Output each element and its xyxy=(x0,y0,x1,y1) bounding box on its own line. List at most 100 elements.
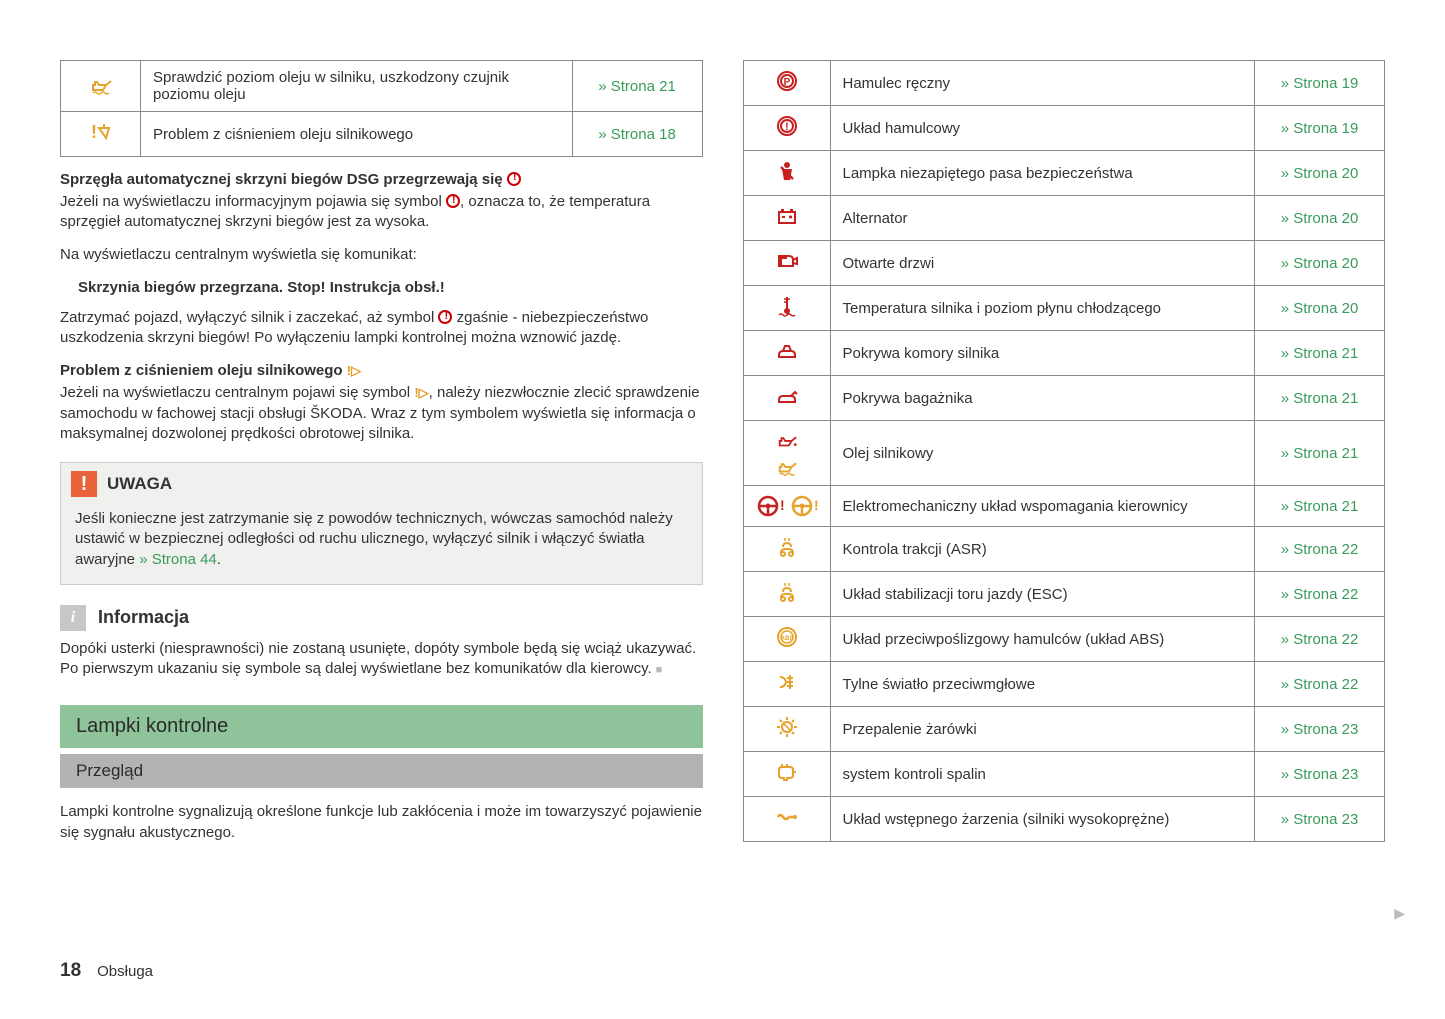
row-link[interactable]: Strona 20 xyxy=(1255,196,1385,241)
row-link[interactable]: Strona 19 xyxy=(1255,61,1385,106)
brake-system-icon xyxy=(743,106,830,151)
table-row: AlternatorStrona 20 xyxy=(743,196,1385,241)
battery-icon xyxy=(743,196,830,241)
warning-notice-body: Jeśli konieczne jest zatrzymanie się z p… xyxy=(61,505,702,584)
oil-level-icon xyxy=(61,61,141,112)
para-stop-vehicle: Zatrzymać pojazd, wyłączyć silnik i zacz… xyxy=(60,308,703,349)
row-desc: Układ hamulcowy xyxy=(830,106,1255,151)
end-marker-icon: ■ xyxy=(656,664,663,676)
oil-warning-icon: !▷ xyxy=(414,385,428,400)
info-header: i Informacja xyxy=(60,605,703,631)
row-link[interactable]: Strona 22 xyxy=(1255,617,1385,662)
row-link[interactable]: Strona 23 xyxy=(1255,797,1385,842)
row-desc: Elektromechaniczny układ wspomagania kie… xyxy=(830,486,1255,527)
row-desc: system kontroli spalin xyxy=(830,752,1255,797)
table-row: Elektromechaniczny układ wspomagania kie… xyxy=(743,486,1385,527)
coolant-temp-icon xyxy=(743,286,830,331)
traction-asr-icon xyxy=(743,527,830,572)
row-link[interactable]: Strona 21 xyxy=(1255,486,1385,527)
warning-circle-icon xyxy=(438,310,452,324)
table-row: Układ wstępnego żarzenia (silniki wysoko… xyxy=(743,797,1385,842)
row-desc: Pokrywa bagażnika xyxy=(830,376,1255,421)
page-link-44[interactable]: » Strona 44 xyxy=(139,551,217,568)
row-desc: Lampka niezapiętego pasa bezpieczeństwa xyxy=(830,151,1255,196)
parking-brake-icon xyxy=(743,61,830,106)
table-row: Sprawdzić poziom oleju w silniku, uszkod… xyxy=(61,61,703,112)
right-column: Hamulec ręcznyStrona 19Układ hamulcowySt… xyxy=(743,60,1386,930)
row-link[interactable]: Strona 21 xyxy=(1255,376,1385,421)
row-desc: Hamulec ręczny xyxy=(830,61,1255,106)
table-row: Układ stabilizacji toru jazdy (ESC)Stron… xyxy=(743,572,1385,617)
lampki-intro: Lampki kontrolne sygnalizują określone f… xyxy=(60,802,703,843)
dsg-body: Jeżeli na wyświetlaczu informacyjnym poj… xyxy=(60,192,703,233)
row-desc: Układ wstępnego żarzenia (silniki wysoko… xyxy=(830,797,1255,842)
left-column: Sprawdzić poziom oleju w silniku, uszkod… xyxy=(60,60,703,930)
section-bar-lampki: Lampki kontrolne xyxy=(60,705,703,748)
esc-icon xyxy=(743,572,830,617)
table-row: Otwarte drzwiStrona 20 xyxy=(743,241,1385,286)
footer-section: Obsługa xyxy=(97,963,153,980)
row-desc: Układ stabilizacji toru jazdy (ESC) xyxy=(830,572,1255,617)
info-label: Informacja xyxy=(98,607,189,628)
rear-fog-icon xyxy=(743,662,830,707)
row-desc: Olej silnikowy xyxy=(830,421,1255,486)
table-row: Tylne światło przeciwmgłoweStrona 22 xyxy=(743,662,1385,707)
subsection-bar-przeglad: Przegląd xyxy=(60,754,703,788)
row-link[interactable]: Strona 20 xyxy=(1255,241,1385,286)
row-link[interactable]: Strona 22 xyxy=(1255,527,1385,572)
row-desc: Pokrywa komory silnika xyxy=(830,331,1255,376)
table-row: system kontroli spalinStrona 23 xyxy=(743,752,1385,797)
table-row: Lampka niezapiętego pasa bezpieczeństwaS… xyxy=(743,151,1385,196)
uwaga-label: UWAGA xyxy=(107,474,172,494)
page-container: Sprawdzić poziom oleju w silniku, uszkod… xyxy=(60,60,1385,930)
row-link[interactable]: Strona 21 xyxy=(1255,331,1385,376)
row-desc: Alternator xyxy=(830,196,1255,241)
power-steering-dual-icon xyxy=(743,486,830,527)
emission-icon xyxy=(743,752,830,797)
row-link[interactable]: Strona 22 xyxy=(1255,572,1385,617)
boot-icon xyxy=(743,376,830,421)
row-link[interactable]: Strona 19 xyxy=(1255,106,1385,151)
gearbox-warning-text: Skrzynia biegów przegrzana. Stop! Instru… xyxy=(78,279,703,296)
oil-pressure-icon xyxy=(61,112,141,157)
row-link[interactable]: Strona 22 xyxy=(1255,662,1385,707)
table-row: Kontrola trakcji (ASR)Strona 22 xyxy=(743,527,1385,572)
row-desc: Kontrola trakcji (ASR) xyxy=(830,527,1255,572)
row-link[interactable]: Strona 23 xyxy=(1255,707,1385,752)
warning-notice-header: ! UWAGA xyxy=(61,463,702,505)
indicator-table: Hamulec ręcznyStrona 19Układ hamulcowySt… xyxy=(743,60,1386,842)
table-row: Pokrywa bagażnikaStrona 21 xyxy=(743,376,1385,421)
table-row: Hamulec ręcznyStrona 19 xyxy=(743,61,1385,106)
row-link[interactable]: Strona 23 xyxy=(1255,752,1385,797)
left-table: Sprawdzić poziom oleju w silniku, uszkod… xyxy=(60,60,703,157)
table-row: Temperatura silnika i poziom płynu chłod… xyxy=(743,286,1385,331)
row-desc: Przepalenie żarówki xyxy=(830,707,1255,752)
table-row: Pokrywa komory silnikaStrona 21 xyxy=(743,331,1385,376)
row-link[interactable]: Strona 18 xyxy=(572,112,702,157)
info-icon: i xyxy=(60,605,86,631)
table-row: Olej silnikowyStrona 21 xyxy=(743,421,1385,486)
bulb-failure-icon xyxy=(743,707,830,752)
warning-circle-icon xyxy=(507,172,521,186)
continuation-arrow-icon: ▶ xyxy=(1388,905,1405,922)
row-desc: Otwarte drzwi xyxy=(830,241,1255,286)
row-desc: Problem z ciśnieniem oleju silnikowego xyxy=(141,112,573,157)
row-link[interactable]: Strona 21 xyxy=(1255,421,1385,486)
row-desc: Sprawdzić poziom oleju w silniku, uszkod… xyxy=(141,61,573,112)
exclamation-icon: ! xyxy=(71,471,97,497)
row-link[interactable]: Strona 20 xyxy=(1255,286,1385,331)
row-link[interactable]: Strona 21 xyxy=(572,61,702,112)
page-footer: 18 Obsługa xyxy=(60,960,1385,982)
row-link[interactable]: Strona 20 xyxy=(1255,151,1385,196)
para-display-msg: Na wyświetlaczu centralnym wyświetla się… xyxy=(60,245,703,265)
table-row: Układ hamulcowyStrona 19 xyxy=(743,106,1385,151)
warning-circle-icon xyxy=(446,194,460,208)
oil-pressure-heading: Problem z ciśnieniem oleju silnikowego !… xyxy=(60,362,703,379)
info-body: Dopóki usterki (niesprawności) nie zosta… xyxy=(60,639,703,680)
abs-icon xyxy=(743,617,830,662)
page-number: 18 xyxy=(60,960,81,982)
row-desc: Układ przeciwpoślizgowy hamulców (układ … xyxy=(830,617,1255,662)
engine-oil-dual-icon xyxy=(743,421,830,486)
door-open-icon xyxy=(743,241,830,286)
dsg-heading: Sprzęgła automatycznej skrzyni biegów DS… xyxy=(60,171,703,188)
